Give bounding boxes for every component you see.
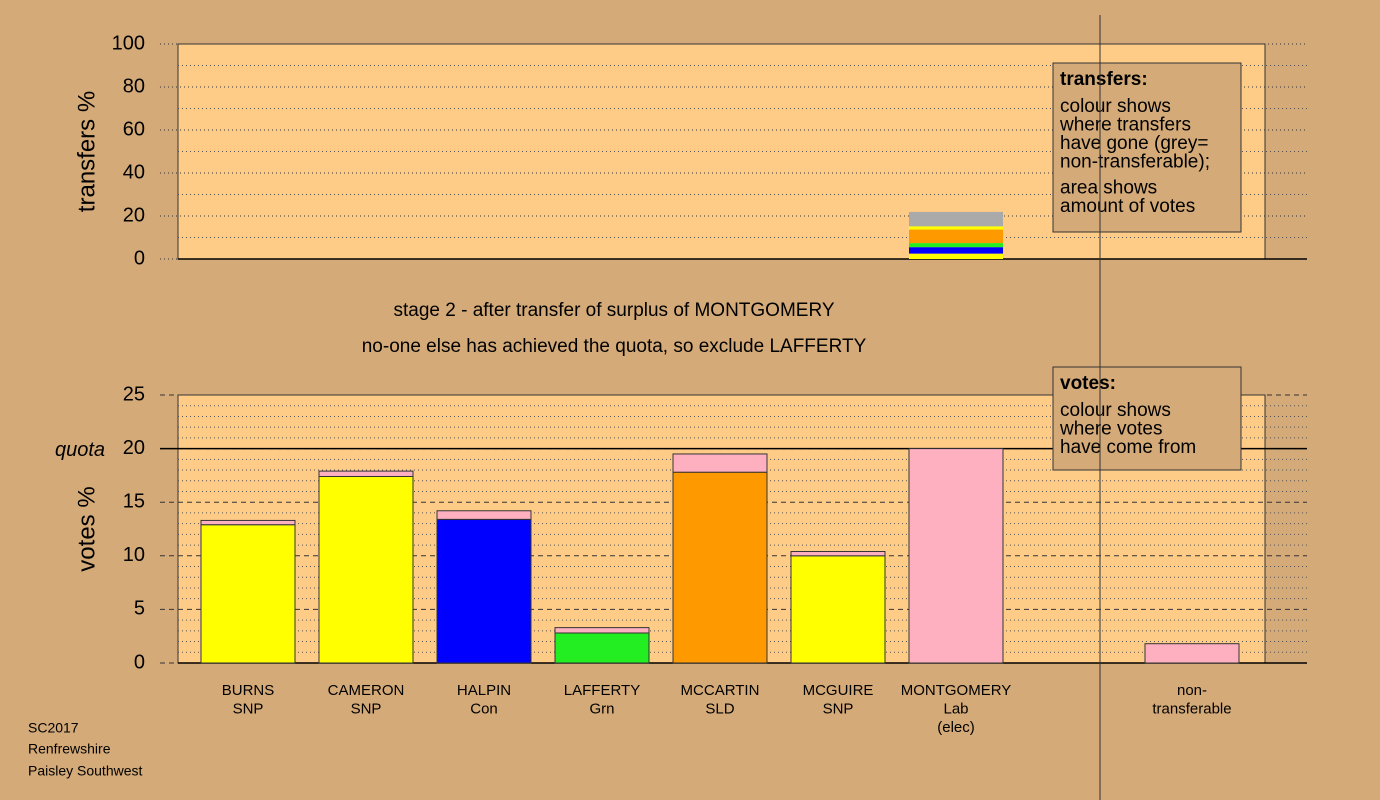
- x-tick-label: SNP: [233, 700, 264, 717]
- x-tick-label: (elec): [937, 719, 975, 736]
- y-axis-label: votes %: [73, 486, 100, 571]
- x-tick-label: MCGUIRE: [803, 682, 874, 699]
- legend-text: have gone (grey=: [1060, 133, 1208, 154]
- legend-text: colour shows: [1060, 400, 1171, 421]
- x-tick-label: Grn: [589, 700, 614, 717]
- y-tick-label: 0: [134, 247, 145, 269]
- bar-segment: [554, 632, 650, 664]
- x-tick-label: non-: [1177, 682, 1207, 699]
- bar-segment: [790, 551, 886, 557]
- x-tick-label: LAFFERTY: [564, 682, 640, 699]
- bar-segment: [672, 453, 768, 473]
- y-tick-label: 100: [112, 32, 145, 54]
- x-tick-label: Lab: [943, 700, 968, 717]
- legend-text: where votes: [1059, 419, 1162, 440]
- x-tick-label: SNP: [823, 700, 854, 717]
- footer: Renfrewshire: [28, 741, 111, 757]
- bar-segment: [436, 518, 532, 664]
- bar-segment: [1144, 643, 1240, 664]
- y-tick-label: 10: [123, 544, 145, 566]
- legend-text: colour shows: [1060, 96, 1171, 117]
- bar-segment: [318, 470, 414, 477]
- x-tick-label: MONTGOMERY: [901, 682, 1012, 699]
- x-tick-label: BURNS: [222, 682, 275, 699]
- legend-text: have come from: [1060, 437, 1196, 458]
- bar-segment: [909, 253, 1003, 256]
- x-tick-label: SNP: [351, 700, 382, 717]
- y-tick-label: 60: [123, 118, 145, 140]
- y-tick-label: 15: [123, 490, 145, 512]
- legend-box: [1052, 62, 1242, 233]
- legend-text: area shows: [1060, 178, 1157, 199]
- stage-subtitle: no-one else has achieved the quota, so e…: [362, 336, 867, 357]
- x-tick-label: transferable: [1152, 700, 1231, 717]
- y-tick-label: 80: [123, 75, 145, 97]
- bar-segment: [436, 510, 532, 520]
- legend-text: amount of votes: [1060, 196, 1195, 217]
- footer: SC2017: [28, 720, 79, 736]
- x-tick-label: MCCARTIN: [681, 682, 760, 699]
- x-tick-label: CAMERON: [328, 682, 405, 699]
- bar-segment: [909, 211, 1003, 227]
- legend-title: votes:: [1060, 373, 1116, 394]
- y-tick-label: 5: [134, 598, 145, 620]
- y-tick-label: 0: [134, 651, 145, 673]
- y-tick-label: 40: [123, 161, 145, 183]
- y-tick-label: 20: [123, 204, 145, 226]
- bar-segment: [909, 226, 1003, 230]
- bar-segment: [200, 519, 296, 526]
- bar-segment: [554, 627, 650, 634]
- bar-segment: [790, 555, 886, 664]
- bar-segment: [909, 229, 1003, 244]
- legend-text: non-transferable);: [1060, 152, 1210, 173]
- footer: Paisley Southwest: [28, 763, 143, 779]
- bar-segment: [200, 524, 296, 664]
- x-tick-label: Con: [470, 700, 498, 717]
- stage-title: stage 2 - after transfer of surplus of M…: [393, 300, 834, 321]
- bar-segment: [672, 471, 768, 664]
- bar-segment: [909, 243, 1003, 248]
- bar-segment: [908, 448, 1004, 664]
- legend-title: transfers:: [1060, 69, 1148, 90]
- legend-text: where transfers: [1059, 115, 1191, 136]
- bar-segment: [909, 247, 1003, 254]
- legend-box: [1052, 366, 1242, 471]
- y-axis-label: transfers %: [73, 91, 100, 212]
- x-tick-label: SLD: [705, 700, 734, 717]
- quota-label: quota: [55, 439, 105, 461]
- x-tick-label: HALPIN: [457, 682, 511, 699]
- bar-segment: [909, 255, 1003, 259]
- y-tick-label: 25: [123, 383, 145, 405]
- bar-segment: [318, 475, 414, 664]
- y-tick-label: 20: [123, 437, 145, 459]
